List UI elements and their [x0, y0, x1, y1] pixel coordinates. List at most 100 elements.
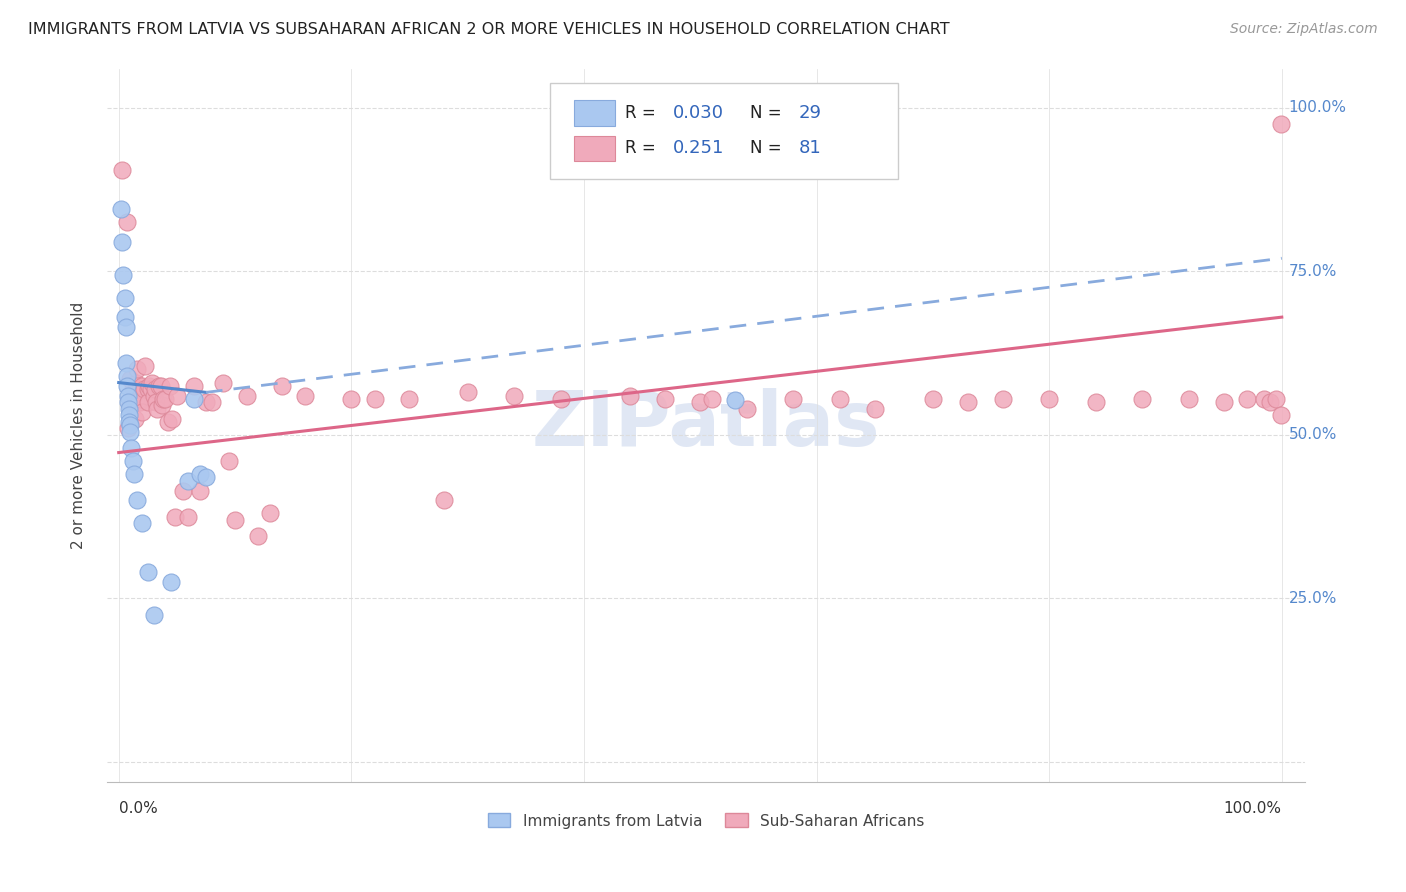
Point — [259, 507, 281, 521]
Point — [111, 235, 134, 249]
Point — [201, 395, 224, 409]
Point — [134, 359, 156, 374]
Point — [689, 395, 711, 409]
Legend: Immigrants from Latvia, Sub-Saharan Africans: Immigrants from Latvia, Sub-Saharan Afri… — [481, 807, 931, 835]
Point — [172, 483, 194, 498]
Point — [117, 395, 139, 409]
Point — [188, 467, 211, 482]
Text: 81: 81 — [799, 139, 821, 157]
Text: N =: N = — [751, 139, 787, 157]
Point — [127, 395, 149, 409]
Point — [152, 392, 174, 406]
Point — [503, 389, 526, 403]
Point — [121, 441, 143, 455]
Point — [156, 415, 179, 429]
Point — [131, 516, 153, 531]
Point — [782, 392, 804, 406]
Point — [194, 395, 217, 409]
Point — [398, 392, 420, 406]
Y-axis label: 2 or more Vehicles in Household: 2 or more Vehicles in Household — [72, 301, 86, 549]
Point — [141, 382, 163, 396]
Point — [146, 401, 169, 416]
Point — [114, 356, 136, 370]
Point — [131, 379, 153, 393]
Point — [1084, 395, 1107, 409]
Text: 75.0%: 75.0% — [1289, 264, 1337, 279]
Point — [270, 379, 292, 393]
Text: 100.0%: 100.0% — [1223, 801, 1282, 816]
Point — [128, 395, 150, 409]
Point — [1177, 392, 1199, 406]
Text: 29: 29 — [799, 103, 821, 121]
Point — [124, 411, 146, 425]
Point — [128, 382, 150, 396]
Point — [136, 566, 159, 580]
Point — [114, 320, 136, 334]
Point — [125, 376, 148, 390]
Text: R =: R = — [624, 103, 661, 121]
Point — [224, 513, 246, 527]
Point — [163, 509, 186, 524]
Text: 0.030: 0.030 — [672, 103, 724, 121]
Point — [177, 509, 200, 524]
Point — [1212, 395, 1234, 409]
Point — [110, 202, 132, 217]
Text: N =: N = — [751, 103, 787, 121]
Point — [115, 379, 138, 393]
Point — [129, 392, 152, 406]
Text: 100.0%: 100.0% — [1289, 100, 1347, 115]
Point — [111, 163, 134, 178]
Point — [155, 392, 177, 406]
Point — [122, 467, 145, 482]
Point — [117, 421, 139, 435]
Point — [1270, 117, 1292, 131]
Point — [828, 392, 851, 406]
Point — [294, 389, 316, 403]
Point — [991, 392, 1014, 406]
Point — [724, 393, 747, 408]
Point — [150, 399, 173, 413]
Point — [148, 379, 170, 393]
Point — [212, 376, 235, 390]
Point — [735, 401, 758, 416]
Point — [114, 310, 136, 325]
Point — [127, 362, 149, 376]
Point — [159, 379, 181, 393]
Point — [340, 392, 363, 406]
Point — [1236, 392, 1258, 406]
Point — [115, 215, 138, 229]
Point — [117, 389, 139, 403]
Point — [183, 379, 205, 393]
Point — [1253, 392, 1275, 406]
Point — [235, 389, 257, 403]
Point — [956, 395, 979, 409]
Point — [118, 415, 141, 429]
Point — [247, 529, 270, 543]
Point — [142, 389, 165, 403]
Text: ZIPatlas: ZIPatlas — [531, 388, 880, 462]
Point — [921, 392, 943, 406]
Point — [433, 493, 456, 508]
Point — [121, 382, 143, 396]
Point — [120, 399, 142, 413]
Point — [1270, 409, 1292, 423]
Point — [121, 454, 143, 468]
Point — [141, 376, 163, 390]
Point — [166, 389, 188, 403]
Point — [136, 382, 159, 396]
FancyBboxPatch shape — [550, 83, 897, 179]
Point — [188, 483, 211, 498]
Point — [145, 395, 167, 409]
Text: 0.251: 0.251 — [672, 139, 724, 157]
Point — [118, 409, 141, 423]
Point — [183, 392, 205, 406]
Point — [363, 392, 385, 406]
Point — [114, 291, 136, 305]
Text: R =: R = — [624, 139, 661, 157]
Point — [194, 470, 217, 484]
Point — [142, 607, 165, 622]
Point — [619, 389, 641, 403]
FancyBboxPatch shape — [574, 136, 614, 161]
Point — [700, 392, 723, 406]
Text: 25.0%: 25.0% — [1289, 591, 1337, 606]
